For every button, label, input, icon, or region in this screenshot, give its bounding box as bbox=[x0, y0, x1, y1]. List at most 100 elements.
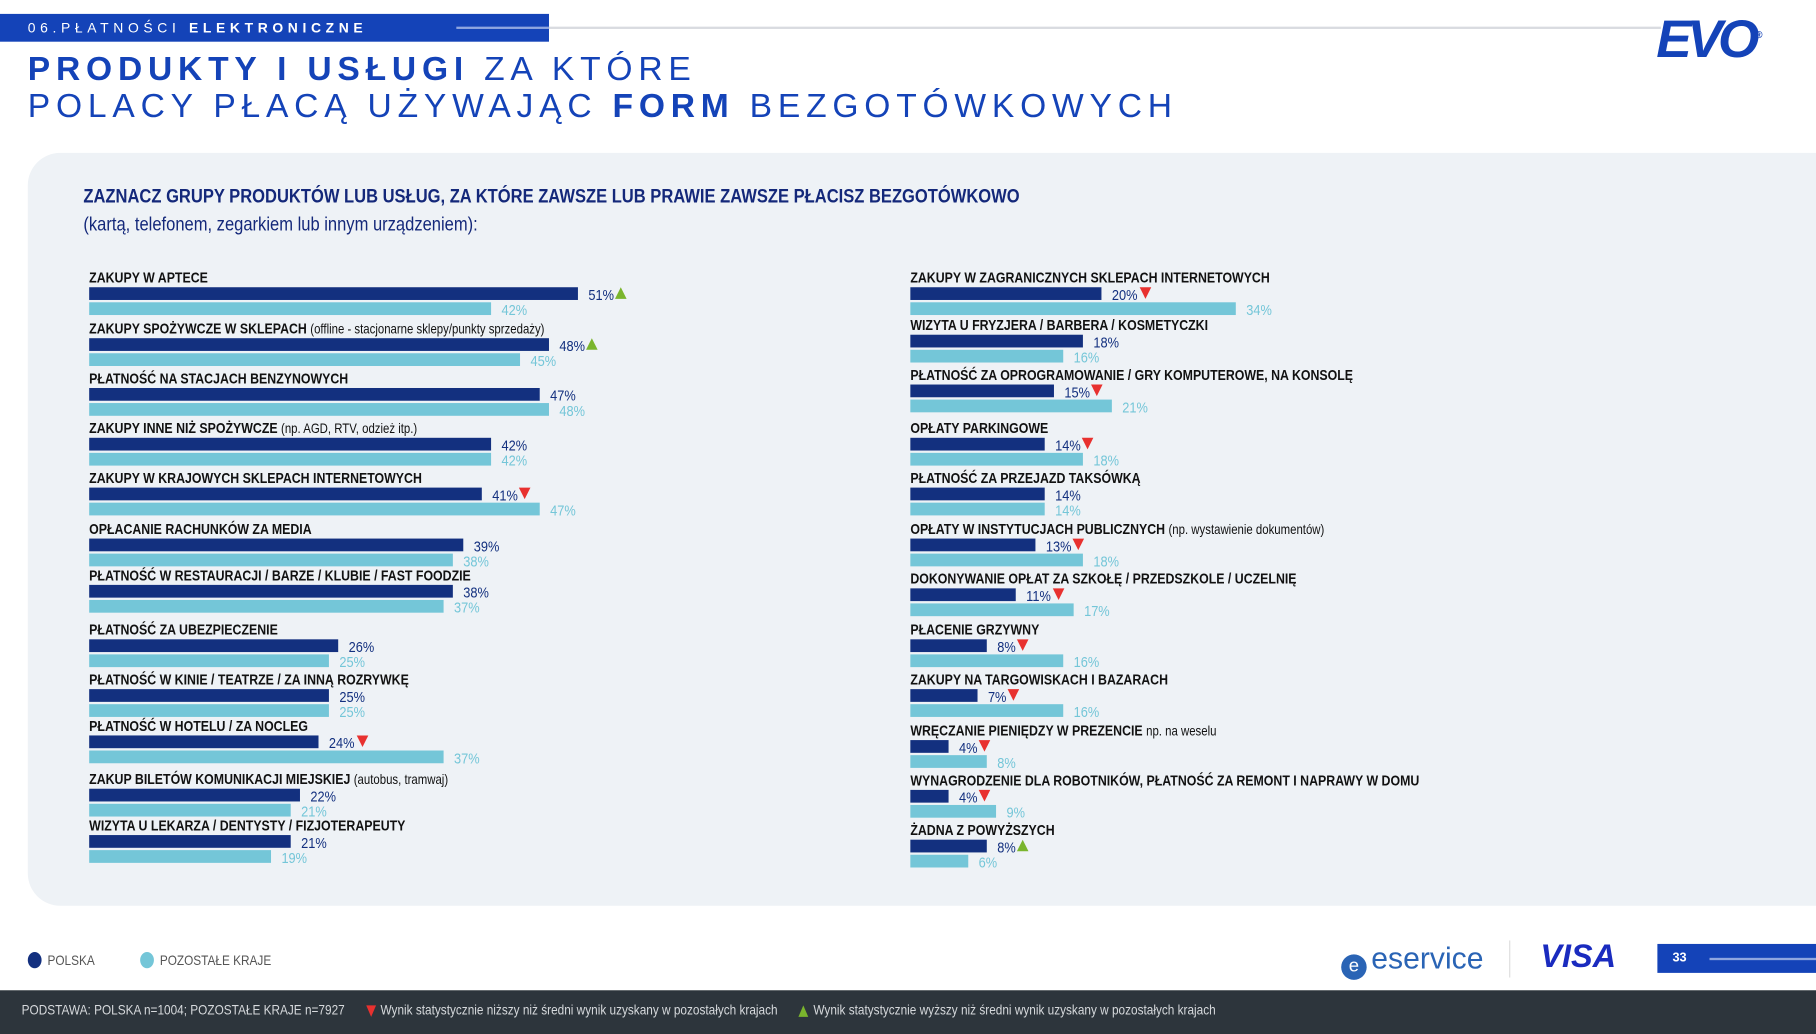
value-polska: 26% bbox=[348, 638, 375, 656]
section-bold: ELEKTRONICZNE bbox=[188, 19, 368, 36]
legend-dot-polska bbox=[27, 952, 42, 969]
up-note-text: Wynik statystycznie wyższy niż średni wy… bbox=[813, 1001, 1216, 1019]
bar-other bbox=[89, 850, 272, 863]
category-label: OPŁATY W INSTYTUCJACH PUBLICZNYCH (np. w… bbox=[910, 521, 1325, 538]
category-label: ZAKUPY NA TARGOWISKACH I BAZARACH bbox=[910, 671, 1168, 688]
bar-polska bbox=[89, 835, 291, 848]
category-label: PŁATNOŚĆ ZA UBEZPIECZENIE bbox=[89, 621, 278, 638]
down-triangle-icon bbox=[979, 740, 991, 752]
value-other: 21% bbox=[1121, 398, 1148, 416]
value-other: 47% bbox=[549, 501, 576, 519]
value-polska: 39% bbox=[473, 537, 499, 555]
category-label: WRĘCZANIE PIENIĘDZY W PREZENCIE np. na w… bbox=[910, 722, 1216, 739]
bar-other bbox=[89, 803, 291, 817]
down-triangle-icon bbox=[1081, 437, 1094, 450]
value-other: 48% bbox=[559, 401, 585, 420]
down-note-text: Wynik statystycznie niższy niż średni wy… bbox=[380, 1001, 778, 1019]
bar-polska bbox=[89, 584, 454, 598]
bar-polska bbox=[910, 384, 1055, 398]
category-label: ZAKUPY W ZAGRANICZNYCH SKLEPACH INTERNET… bbox=[910, 269, 1269, 286]
title-mid: FORM bbox=[612, 88, 735, 126]
bar-other bbox=[89, 599, 444, 613]
bar-other bbox=[89, 704, 329, 717]
category-label: OPŁACANIE RACHUNKÓW ZA MEDIA bbox=[89, 521, 311, 537]
value-polska: 8% bbox=[997, 838, 1016, 856]
category-label: PŁATNOŚĆ W HOTELU / ZA NOCLEG bbox=[89, 718, 308, 734]
category-label: DOKONYWANIE OPŁAT ZA SZKOŁĘ / PRZEDSZKOL… bbox=[910, 569, 1297, 588]
category-note: (np. wystawienie dokumentów) bbox=[1168, 521, 1325, 538]
category-label: PŁACENIE GRZYWNY bbox=[910, 621, 1039, 638]
value-other: 37% bbox=[453, 598, 480, 617]
category-name: ŻADNA Z POWYŻSZYCH bbox=[910, 821, 1055, 839]
footer-down-note: Wynik statystycznie niższy niż średni wy… bbox=[365, 990, 778, 1029]
title-light-2: POLACY PŁACĄ UŻYWAJĄC bbox=[27, 88, 598, 126]
value-polska: 18% bbox=[1093, 333, 1119, 351]
category-label: ZAKUPY W KRAJOWYCH SKLEPACH INTERNETOWYC… bbox=[89, 470, 422, 486]
eservice-text: eservice bbox=[1371, 940, 1484, 976]
page-title-line1: PRODUKTY I USŁUGI ZA KTÓRE bbox=[28, 51, 697, 89]
value-other: 45% bbox=[530, 352, 557, 370]
value-polska: 38% bbox=[463, 583, 490, 602]
bar-other bbox=[89, 403, 549, 416]
category-name: WYNAGRODZENIE DLA ROBOTNIKÓW, PŁATNOŚĆ Z… bbox=[910, 771, 1420, 789]
section-number: 06. bbox=[27, 19, 62, 36]
legend-label: POLSKA bbox=[47, 952, 95, 969]
logo-text: EVO bbox=[1656, 8, 1759, 69]
bar-polska bbox=[910, 588, 1016, 602]
category-name: DOKONYWANIE OPŁAT ZA SZKOŁĘ / PRZEDSZKOL… bbox=[910, 569, 1297, 588]
bar-other bbox=[910, 804, 997, 818]
category-label: PŁATNOŚĆ W RESTAURACJI / BARZE / KLUBIE … bbox=[89, 567, 471, 584]
category-note: (np. AGD, RTV, odzież itp.) bbox=[281, 420, 418, 437]
category-label: ŻADNA Z POWYŻSZYCH bbox=[910, 822, 1054, 838]
bar-polska bbox=[89, 788, 300, 802]
eservice-logo: e eservice bbox=[1341, 940, 1484, 980]
chart-panel bbox=[27, 152, 1816, 906]
up-triangle-icon bbox=[615, 287, 627, 299]
value-polska: 4% bbox=[959, 788, 978, 807]
category-label: WYNAGRODZENIE DLA ROBOTNIKÓW, PŁATNOŚĆ Z… bbox=[910, 771, 1420, 789]
question-line1: Zaznacz grupy produktów lub usług, za kt… bbox=[83, 185, 1020, 208]
down-triangle-icon bbox=[1053, 588, 1065, 600]
survey-question: Zaznacz grupy produktów lub usług, za kt… bbox=[83, 183, 1019, 239]
category-label: PŁATNOŚĆ W KINIE / TEATRZE / ZA INNĄ ROZ… bbox=[89, 671, 409, 688]
category-name: ZAKUPY INNE NIŻ SPOŻYWCZE bbox=[89, 419, 278, 437]
value-polska: 22% bbox=[310, 787, 336, 805]
bar-polska bbox=[89, 487, 482, 501]
category-name: WIZYTA U FRYZJERA / BARBERA / KOSMETYCZK… bbox=[910, 316, 1209, 334]
visa-logo: VISA bbox=[1540, 938, 1617, 975]
category-label: ZAKUP BILETÓW KOMUNIKACJI MIEJSKIEJ (aut… bbox=[89, 771, 448, 788]
bar-polska bbox=[910, 487, 1045, 501]
value-polska: 48% bbox=[559, 337, 585, 355]
down-triangle-icon bbox=[1007, 689, 1020, 701]
value-other: 18% bbox=[1093, 552, 1119, 570]
value-polska: 13% bbox=[1045, 537, 1071, 555]
bar-polska bbox=[910, 689, 978, 702]
legend: POLSKA POZOSTAŁE KRAJE bbox=[27, 952, 325, 972]
value-polska: 21% bbox=[300, 833, 327, 852]
bar-other bbox=[910, 854, 968, 868]
down-triangle-icon bbox=[1139, 287, 1151, 299]
value-other: 17% bbox=[1083, 602, 1110, 620]
category-note: (offline - stacjonarne sklepy/punkty spr… bbox=[310, 320, 545, 338]
value-other: 37% bbox=[453, 749, 480, 767]
value-polska: 42% bbox=[501, 436, 528, 455]
category-label: PŁATNOŚĆ ZA OPROGRAMOWANIE / GRY KOMPUTE… bbox=[910, 367, 1353, 383]
title-end: BEZGOTÓWKOWYCH bbox=[749, 88, 1178, 126]
footer-base: PODSTAWA: POLSKA n=1004; POZOSTAŁE KRAJE… bbox=[21, 1001, 345, 1019]
bar-other bbox=[910, 452, 1083, 466]
category-label: WIZYTA U FRYZJERA / BARBERA / KOSMETYCZK… bbox=[910, 317, 1208, 333]
value-other: 21% bbox=[300, 802, 327, 821]
value-other: 16% bbox=[1074, 703, 1100, 721]
value-other: 25% bbox=[339, 703, 365, 721]
up-triangle-icon bbox=[586, 338, 598, 350]
category-label: ZAKUPY SPOŻYWCZE W SKLEPACH (offline - s… bbox=[89, 320, 545, 338]
bar-other bbox=[910, 654, 1064, 668]
bar-other bbox=[89, 502, 540, 516]
bar-other bbox=[910, 502, 1045, 516]
bar-polska bbox=[89, 538, 463, 552]
bar-polska bbox=[89, 387, 540, 401]
value-other: 25% bbox=[339, 653, 365, 671]
value-polska: 14% bbox=[1054, 436, 1081, 455]
down-triangle-icon bbox=[1072, 538, 1084, 551]
